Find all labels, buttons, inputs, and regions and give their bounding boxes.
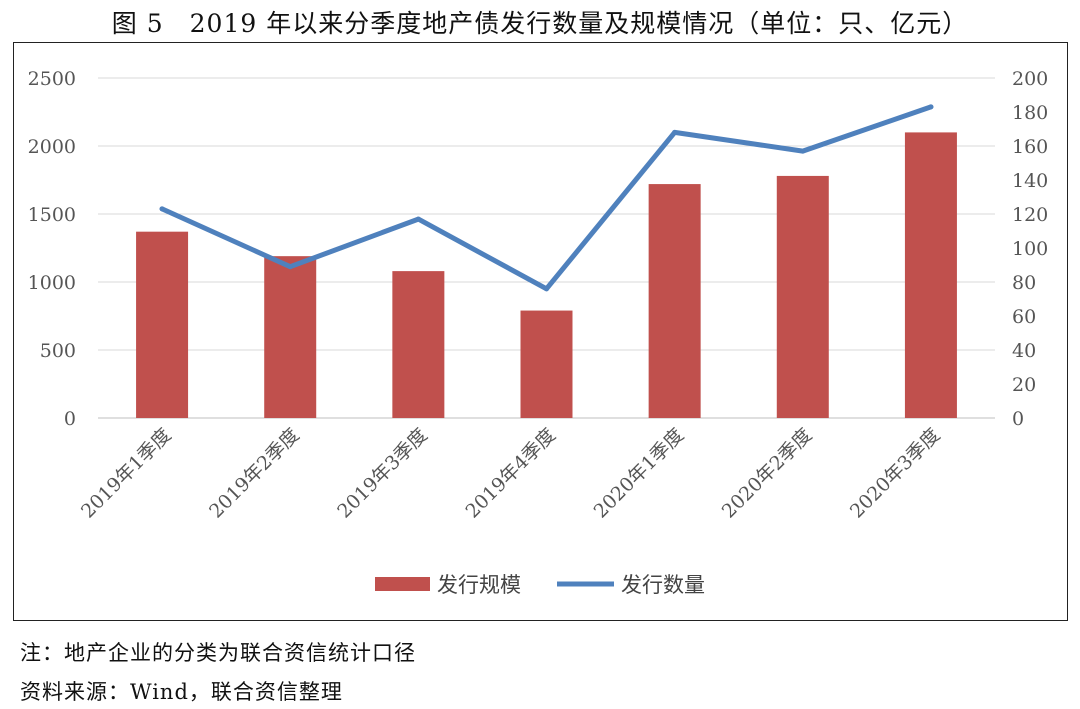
bars <box>136 132 957 418</box>
line-point <box>928 104 934 110</box>
y-left-tick-label: 1500 <box>28 204 76 226</box>
y-left-tick-label: 0 <box>64 408 76 430</box>
chart-frame <box>13 42 1068 621</box>
y-right-tick-label: 80 <box>1012 272 1036 294</box>
y-left-tick-label: 2500 <box>28 68 76 90</box>
y-right-tick-label: 160 <box>1012 136 1048 158</box>
y-right-tick-label: 120 <box>1012 204 1048 226</box>
legend-bar-swatch <box>375 577 430 591</box>
y-right-tick-label: 60 <box>1012 306 1036 328</box>
line-point <box>800 148 806 154</box>
chart-title: 图 5 2019 年以来分季度地产债发行数量及规模情况（单位：只、亿元） <box>111 9 969 38</box>
y-right-tick-label: 100 <box>1012 238 1048 260</box>
x-category-label: 2019年2季度 <box>205 424 304 523</box>
line-point <box>544 286 549 292</box>
footnote: 注：地产企业的分类为联合资信统计口径 <box>20 641 416 665</box>
x-category-label: 2020年3季度 <box>846 424 945 523</box>
y-right-tick-label: 200 <box>1012 68 1048 90</box>
bar <box>264 256 317 418</box>
y-right-tick-label: 180 <box>1012 102 1048 124</box>
x-category-label: 2020年1季度 <box>590 424 689 523</box>
legend: 发行规模 发行数量 <box>375 573 705 597</box>
y-right-tick-label: 0 <box>1012 408 1024 430</box>
x-category-label: 2019年1季度 <box>77 424 176 523</box>
y-right-tick-label: 140 <box>1012 170 1048 192</box>
x-axis-categories: 2019年1季度 2019年2季度 2019年3季度 2019年4季度 2020年1季度… <box>77 424 944 523</box>
x-category-label: 2019年3季度 <box>333 424 432 523</box>
y-left-tick-label: 2000 <box>28 136 76 158</box>
line-series <box>159 104 934 292</box>
gridlines <box>98 77 995 419</box>
x-category-label: 2020年2季度 <box>718 424 817 523</box>
bar <box>520 310 573 418</box>
legend-label-line: 发行数量 <box>621 573 705 597</box>
line-point <box>415 216 421 222</box>
y-left-tick-label: 500 <box>40 340 76 362</box>
bar <box>392 271 445 418</box>
source-note: 资料来源：Wind，联合资信整理 <box>20 680 343 704</box>
y-axis-right: 0 20 40 60 80 100 120 140 160 180 200 <box>1012 68 1048 430</box>
y-axis-left: 0 500 1000 1500 2000 2500 <box>28 68 76 430</box>
bar <box>776 175 829 418</box>
bar <box>648 184 701 418</box>
bar <box>136 231 189 418</box>
y-right-tick-label: 40 <box>1012 340 1036 362</box>
y-left-tick-label: 1000 <box>28 272 76 294</box>
x-category-label: 2019年4季度 <box>461 424 560 523</box>
line-point <box>287 264 293 270</box>
legend-label-bar: 发行规模 <box>437 573 521 597</box>
bar <box>904 132 957 418</box>
y-right-tick-label: 20 <box>1012 374 1036 396</box>
line-point <box>672 129 678 135</box>
line-point <box>159 206 165 212</box>
